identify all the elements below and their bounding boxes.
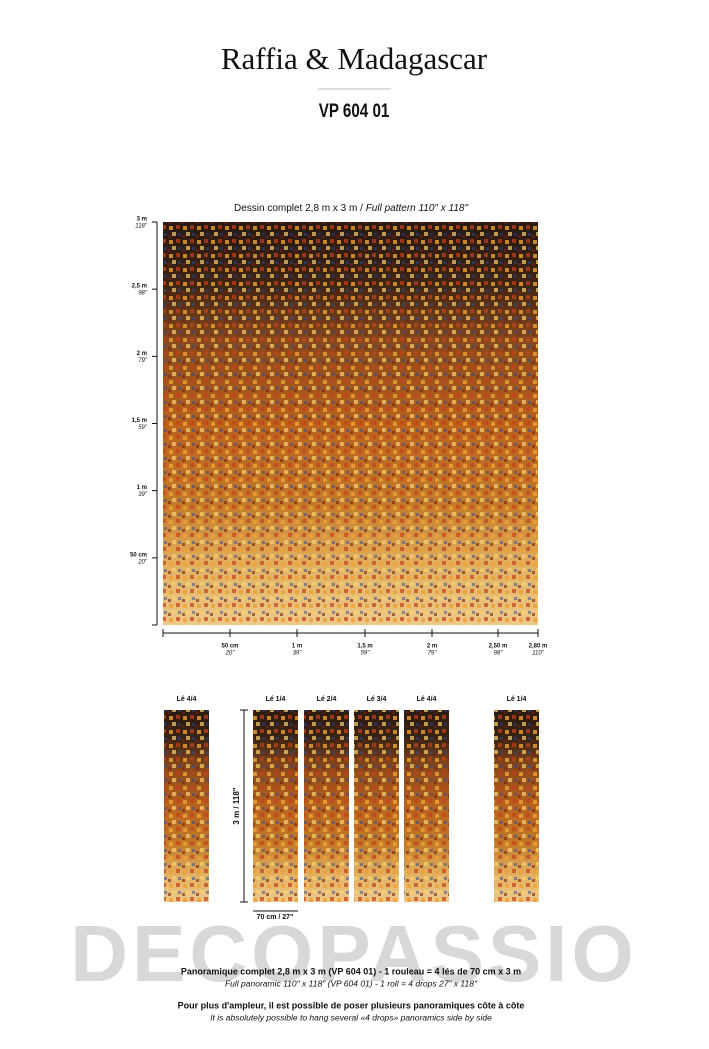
v-tick-imperial: 79" <box>138 358 148 364</box>
panel-texture <box>404 710 449 902</box>
panel-texture <box>304 710 349 902</box>
h-tick-imperial: 59" <box>361 651 371 657</box>
panel-texture <box>253 710 298 902</box>
v-tick-imperial: 118" <box>135 224 148 230</box>
panel-label: Lé 3/4 <box>367 696 387 703</box>
h-tick-metric: 1 m <box>292 644 302 650</box>
width-label: 70 cm / 27" <box>257 914 294 921</box>
pattern-texture <box>163 222 538 625</box>
v-tick-metric: 1 m <box>137 485 147 491</box>
v-tick-imperial: 39" <box>138 492 148 498</box>
footer-line: It is absolutely possible to hang severa… <box>210 1012 492 1022</box>
h-tick-metric: 1,5 m <box>357 644 372 650</box>
pattern-caption: Dessin complet 2,8 m x 3 m / Full patter… <box>234 203 469 214</box>
panel-texture <box>164 710 209 902</box>
h-tick-imperial: 110" <box>532 651 545 657</box>
h-tick-metric: 2,50 m <box>489 644 508 650</box>
h-tick-imperial: 98" <box>494 651 504 657</box>
h-tick-imperial: 20" <box>225 651 236 657</box>
panel-texture <box>354 710 399 902</box>
height-label: 3 m / 118" <box>232 787 241 824</box>
panel-label: Lé 1/4 <box>507 696 527 703</box>
v-tick-metric: 3 m <box>137 217 147 223</box>
panel-label: Lé 2/4 <box>317 696 337 703</box>
panel-label: Lé 1/4 <box>266 696 286 703</box>
v-tick-metric: 1,5 m <box>132 418 147 424</box>
h-tick-metric: 50 cm <box>221 644 238 650</box>
h-tick-metric: 2,80 m <box>529 644 548 650</box>
v-tick-metric: 50 cm <box>130 552 147 558</box>
v-tick-metric: 2 m <box>137 351 147 357</box>
h-tick-imperial: 79" <box>428 651 438 657</box>
title: Raffia & Madagascar <box>221 41 488 76</box>
panel-label: Lé 4/4 <box>417 696 437 703</box>
h-tick-imperial: 39" <box>293 651 303 657</box>
panel-label: Lé 4/4 <box>177 696 197 703</box>
code: VP 604 01 <box>319 99 390 121</box>
v-tick-imperial: 98" <box>138 291 148 297</box>
v-tick-imperial: 20" <box>137 559 148 565</box>
caption-fr: Dessin complet 2,8 m x 3 m / <box>234 203 366 214</box>
watermark: DECOPASSIO <box>70 909 638 998</box>
caption-en: Full pattern 110" x 118" <box>366 203 469 214</box>
footer-line: Pour plus d'ampleur, il est possible de … <box>178 1000 525 1010</box>
v-tick-metric: 2,5 m <box>132 284 147 290</box>
panel-texture <box>494 710 539 902</box>
v-tick-imperial: 59" <box>138 425 148 431</box>
footer-line: Full panoramic 110" x 118" (VP 604 01) -… <box>225 978 478 988</box>
h-tick-metric: 2 m <box>427 644 437 650</box>
footer-line: Panoramique complet 2,8 m x 3 m (VP 604 … <box>181 966 521 976</box>
